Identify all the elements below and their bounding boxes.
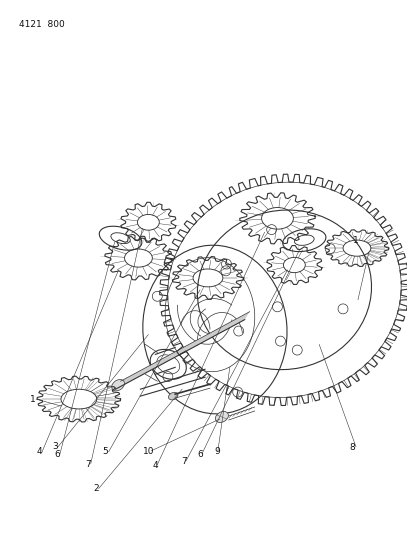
Text: 2: 2 [93,484,99,493]
Text: 3: 3 [52,442,58,451]
Ellipse shape [169,392,178,400]
Text: 6: 6 [54,450,60,459]
Text: 4121  800: 4121 800 [19,20,65,29]
Text: 6: 6 [197,450,203,459]
Text: 1: 1 [30,394,36,403]
Text: 7: 7 [181,457,187,466]
Text: 5: 5 [102,447,108,456]
Ellipse shape [215,411,228,423]
Text: 9: 9 [214,447,220,456]
Text: 4: 4 [153,461,158,470]
Text: 7: 7 [85,460,91,469]
Ellipse shape [112,379,124,391]
Text: 10: 10 [143,447,154,456]
Polygon shape [115,312,250,389]
Text: 8: 8 [349,443,355,453]
Text: 1: 1 [353,236,359,245]
Text: 4: 4 [36,447,42,456]
